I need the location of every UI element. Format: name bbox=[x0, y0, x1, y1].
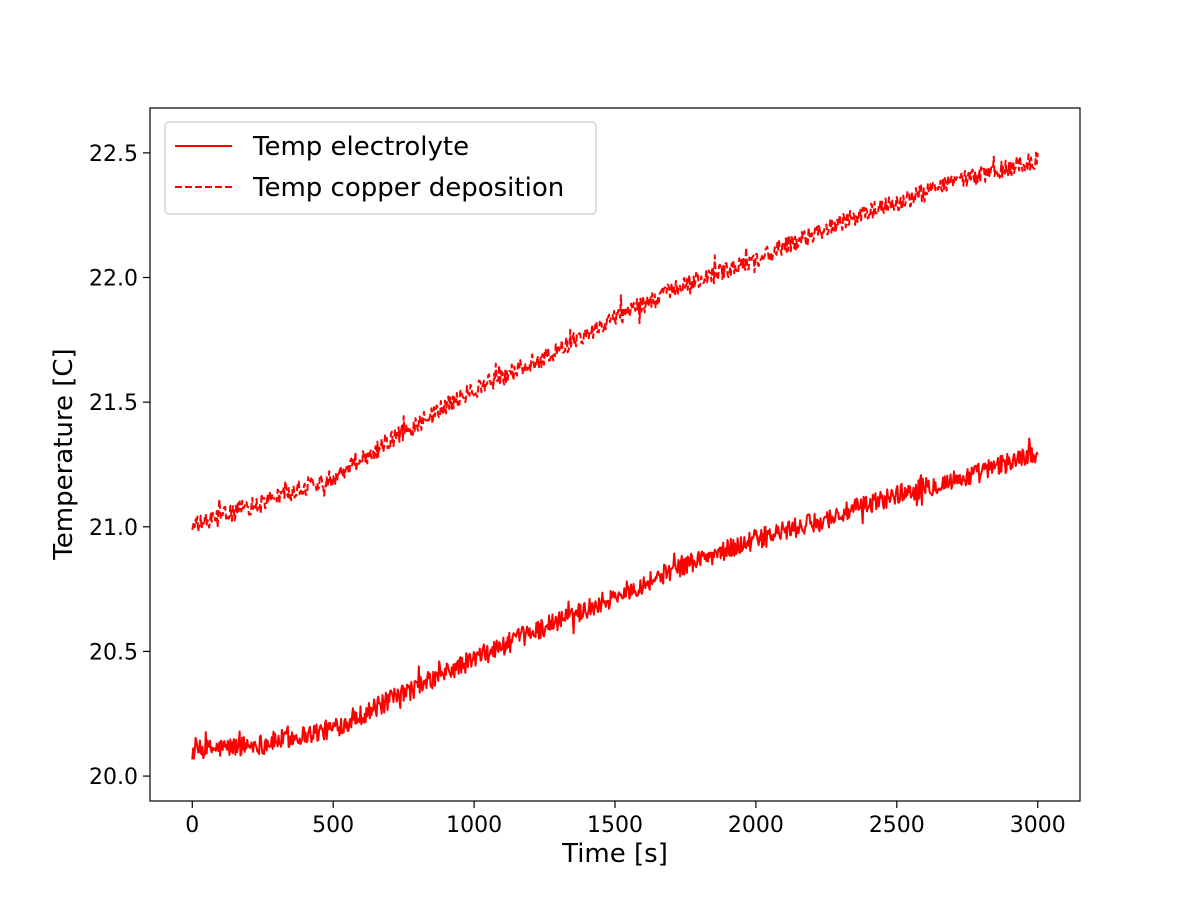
plot-area bbox=[150, 108, 1080, 801]
x-tick-label: 500 bbox=[312, 813, 354, 838]
y-tick-label: 21.0 bbox=[89, 516, 138, 541]
y-tick-label: 20.5 bbox=[89, 640, 138, 665]
y-tick-label: 22.5 bbox=[89, 142, 138, 167]
legend: Temp electrolyte Temp copper deposition bbox=[164, 121, 597, 215]
series-line-temp-electrolyte bbox=[191, 437, 1039, 760]
legend-label-copper-deposition: Temp copper deposition bbox=[252, 173, 564, 203]
legend-box bbox=[164, 121, 597, 215]
y-axis-label: Temperature [C] bbox=[49, 348, 79, 560]
x-tick-label: 0 bbox=[185, 813, 199, 838]
x-tick-label: 1500 bbox=[587, 813, 643, 838]
x-tick-label: 1000 bbox=[446, 813, 502, 838]
x-tick-label: 3000 bbox=[1010, 813, 1066, 838]
x-tick-label: 2500 bbox=[869, 813, 925, 838]
x-tick-label: 2000 bbox=[728, 813, 784, 838]
y-tick-label: 22.0 bbox=[89, 267, 138, 292]
x-axis-label: Time [s] bbox=[561, 839, 668, 869]
series-line-temp-copper-deposition bbox=[191, 151, 1039, 533]
legend-label-electrolyte: Temp electrolyte bbox=[252, 132, 469, 162]
y-tick-label: 21.5 bbox=[89, 391, 138, 416]
x-axis: 0 500 1000 1500 2000 2500 3000 bbox=[185, 801, 1066, 838]
y-tick-label: 20.0 bbox=[89, 765, 138, 790]
y-axis: 20.0 20.5 21.0 21.5 22.0 22.5 bbox=[89, 142, 150, 790]
series-layer bbox=[191, 151, 1039, 760]
